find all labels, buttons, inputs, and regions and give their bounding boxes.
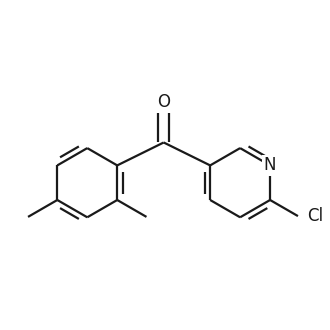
Text: Cl: Cl <box>308 207 324 225</box>
Text: O: O <box>157 93 170 111</box>
Text: N: N <box>264 156 276 174</box>
